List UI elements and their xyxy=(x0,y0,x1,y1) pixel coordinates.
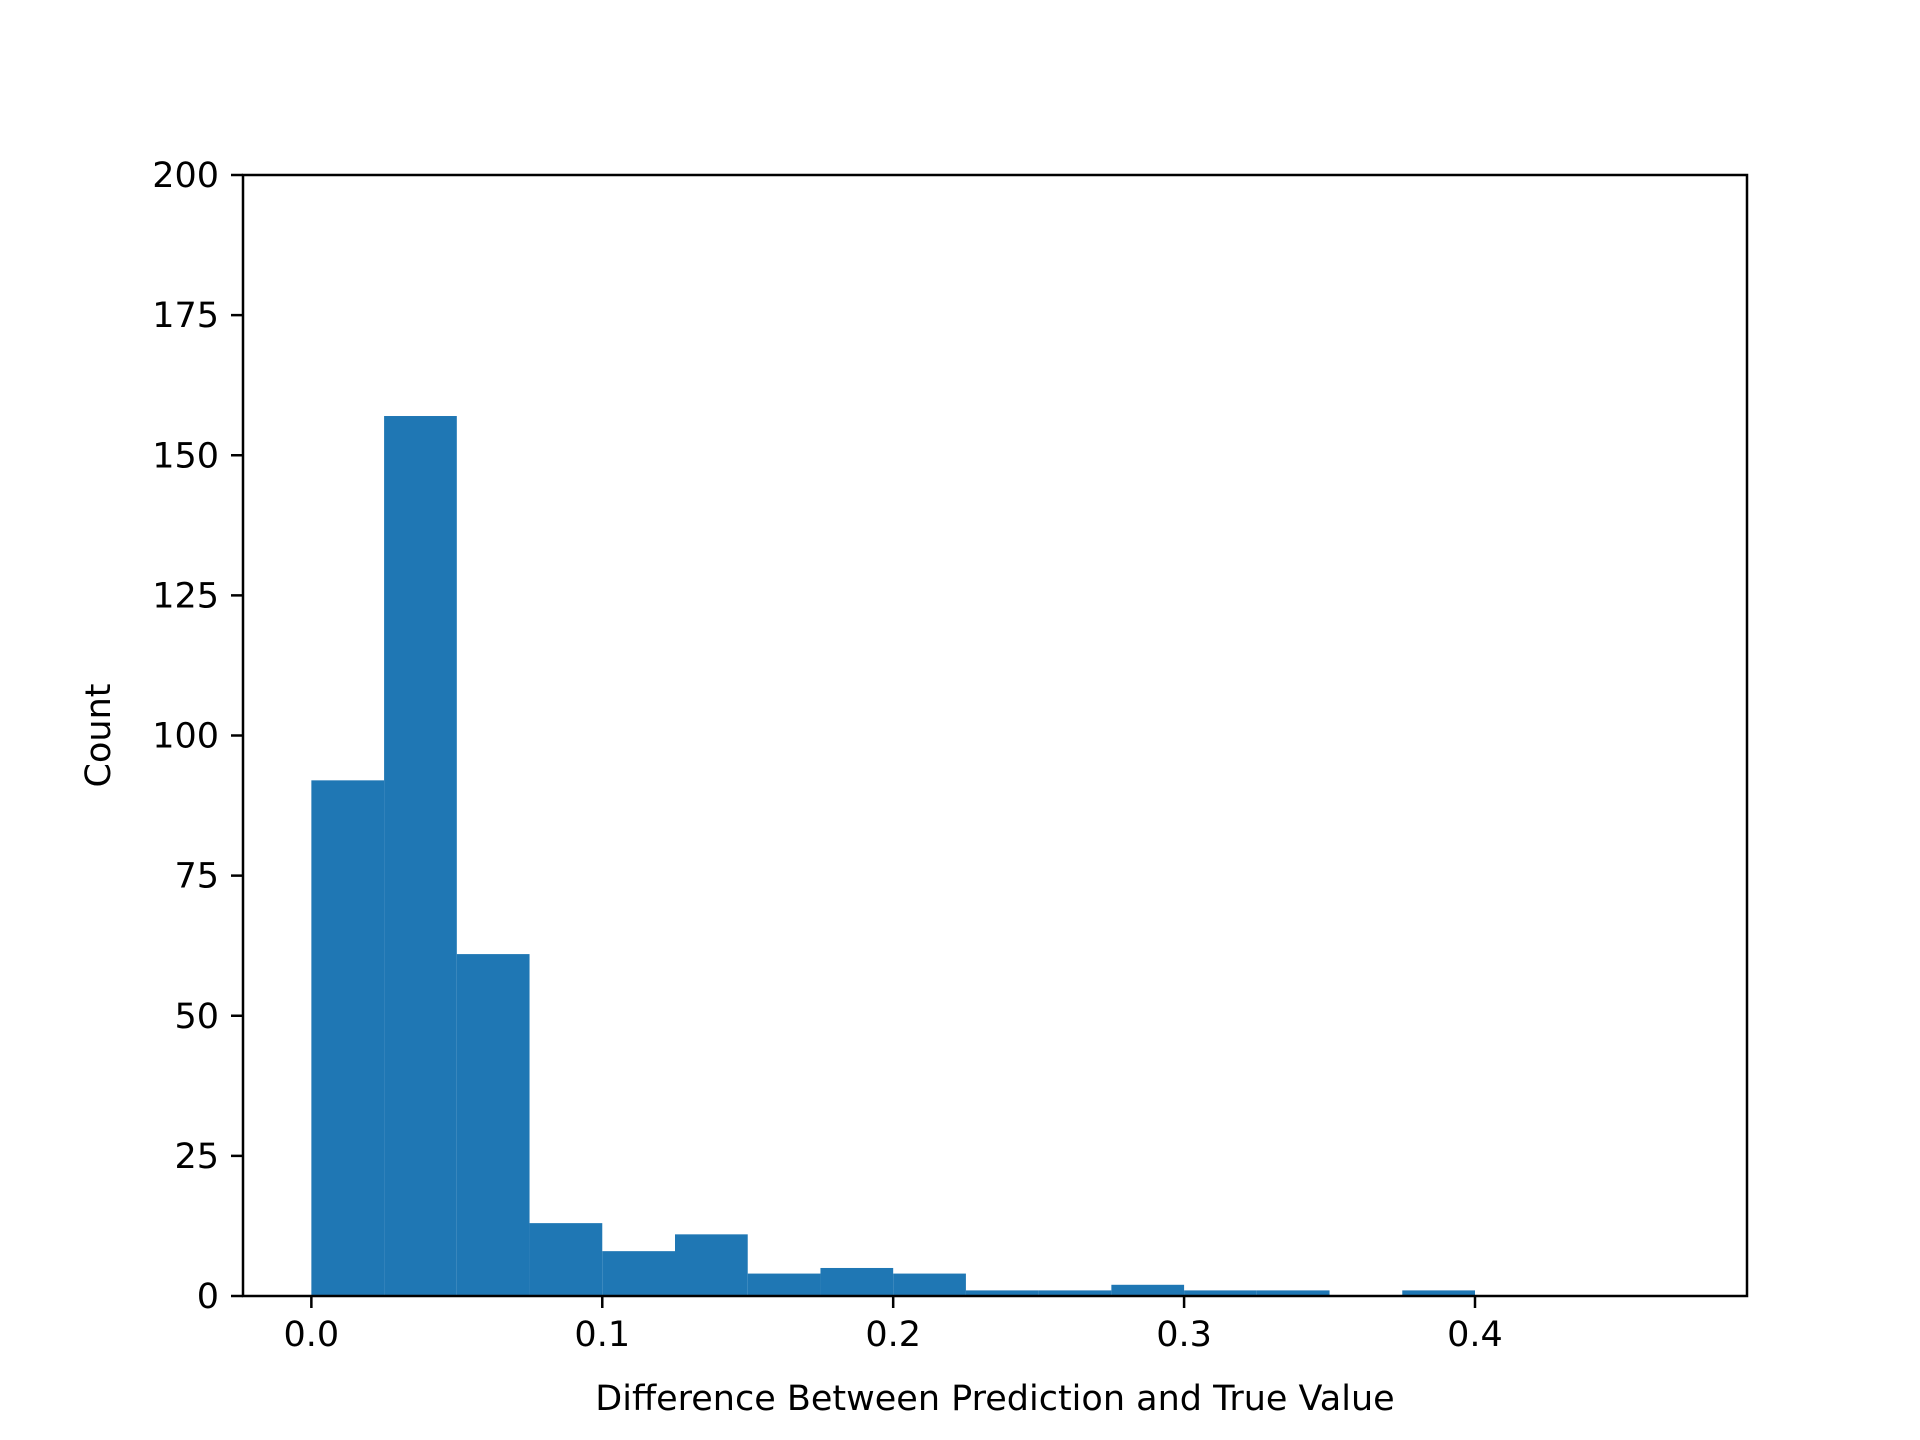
histogram-bar-10 xyxy=(1038,1290,1112,1296)
y-tick-label-6: 150 xyxy=(152,436,219,476)
y-tick-label-3: 75 xyxy=(174,857,219,897)
y-tick-label-7: 175 xyxy=(152,296,219,336)
histogram-bar-13 xyxy=(1256,1290,1330,1296)
x-tick-label-4: 0.4 xyxy=(1447,1315,1503,1355)
histogram-bar-8 xyxy=(893,1273,966,1296)
histogram-bar-9 xyxy=(965,1290,1039,1296)
y-tick-label-1: 25 xyxy=(174,1137,219,1177)
bars-layer xyxy=(311,416,1475,1296)
x-tick-label-2: 0.2 xyxy=(865,1315,921,1355)
y-tick-label-8: 200 xyxy=(152,156,219,196)
x-tick-label-3: 0.3 xyxy=(1156,1315,1212,1355)
x-tick-label-1: 0.1 xyxy=(574,1315,630,1355)
y-axis-label: Count xyxy=(79,684,119,788)
histogram-bar-1 xyxy=(384,416,457,1296)
x-tick-label-0: 0.0 xyxy=(284,1315,340,1355)
histogram-bar-6 xyxy=(747,1273,821,1296)
histogram-bar-11 xyxy=(1111,1284,1185,1296)
ticks-layer: 0.0 0.1 0.2 0.3 0.4 0 25 50 75 100 125 150 175 200 xyxy=(152,156,1503,1355)
histogram-bar-15 xyxy=(1402,1290,1475,1296)
y-tick-label-5: 125 xyxy=(152,576,219,616)
y-tick-label-0: 0 xyxy=(197,1277,219,1317)
plot-frame xyxy=(241,173,1749,1298)
y-tick-label-4: 100 xyxy=(152,717,219,757)
histogram-bar-7 xyxy=(820,1267,894,1296)
histogram-bar-3 xyxy=(529,1223,603,1296)
histogram-bar-0 xyxy=(311,780,385,1296)
histogram-bar-12 xyxy=(1184,1290,1257,1296)
x-axis-label: Difference Between Prediction and True V… xyxy=(595,1379,1394,1419)
histogram-bar-2 xyxy=(456,954,530,1296)
histogram-bar-4 xyxy=(602,1251,675,1296)
histogram-bar-5 xyxy=(675,1234,748,1296)
y-tick-label-2: 50 xyxy=(174,997,219,1037)
